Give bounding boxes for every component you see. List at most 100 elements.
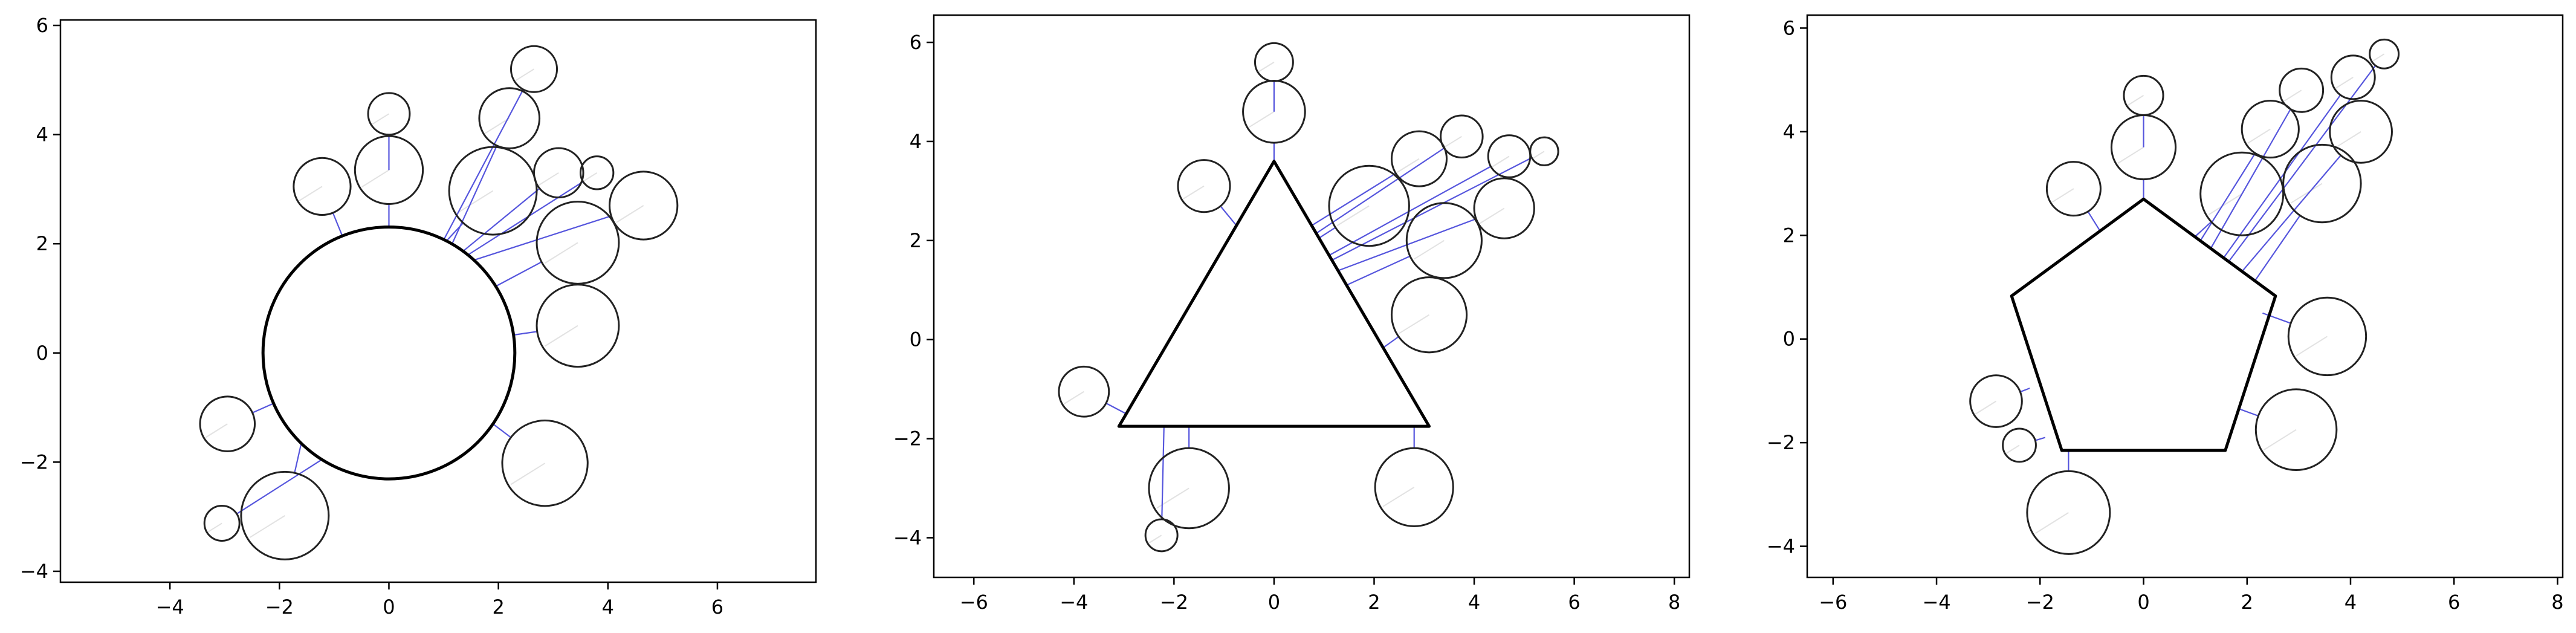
connector-line	[1220, 206, 1237, 226]
packed-circle	[2279, 67, 2325, 113]
packed-circle	[293, 157, 352, 216]
y-tick-label: −2	[20, 450, 48, 473]
guide-line	[1445, 135, 1462, 148]
packed-circle	[2369, 38, 2400, 70]
packed-circle	[448, 146, 538, 236]
packed-circle	[1144, 518, 1179, 553]
guide-line	[2051, 188, 2074, 203]
guide-line	[1183, 185, 1205, 200]
guide-line	[545, 242, 578, 264]
packed-circle	[609, 170, 679, 241]
guide-line	[299, 186, 323, 201]
packed-circle	[2199, 151, 2285, 236]
y-tick-label: 4	[1783, 120, 1795, 143]
x-tick-label: 8	[2551, 591, 2563, 614]
guide-line	[485, 117, 510, 134]
connector-line	[2228, 65, 2377, 262]
guide-line	[1399, 314, 1430, 334]
connector-line	[2199, 152, 2256, 241]
x-tick-label: −4	[1922, 591, 1950, 614]
packed-circle	[203, 504, 241, 542]
packed-circle	[1969, 374, 2023, 428]
connector-line	[495, 261, 542, 287]
connector-line	[2195, 221, 2212, 237]
packed-circle	[501, 420, 589, 507]
x-tick-label: 0	[383, 596, 395, 618]
guide-line	[1397, 158, 1420, 174]
packed-circle	[1390, 276, 1468, 354]
guide-line	[616, 205, 644, 223]
guide-line	[2296, 336, 2328, 357]
packed-circle	[1390, 130, 1448, 187]
guide-line	[2283, 89, 2302, 102]
x-tick-label: 2	[1368, 591, 1380, 614]
y-tick-label: 2	[910, 229, 922, 252]
packed-circle	[1405, 202, 1483, 279]
y-tick-label: 6	[1783, 16, 1795, 39]
packed-circle	[240, 470, 330, 560]
x-tick-label: 4	[602, 596, 614, 618]
x-tick-label: 2	[492, 596, 504, 618]
x-tick-label: −6	[1819, 591, 1847, 614]
plot-area	[1969, 38, 2400, 555]
guide-line	[205, 423, 228, 438]
guide-line	[1148, 534, 1162, 544]
guide-line	[545, 325, 578, 347]
connector-line	[1328, 166, 1492, 256]
x-tick-label: 4	[1468, 591, 1480, 614]
connector-line	[1311, 172, 1397, 227]
connector-line	[462, 187, 540, 252]
y-tick-label: 2	[36, 232, 48, 255]
packed-circle	[2254, 388, 2338, 471]
connector-line	[2241, 155, 2341, 272]
connector-line	[2034, 437, 2046, 441]
connector-line	[2020, 388, 2030, 393]
packed-circle	[2282, 143, 2362, 224]
y-tick-label: 6	[36, 14, 48, 37]
connector-line	[236, 458, 323, 515]
y-tick-label: 0	[910, 328, 922, 351]
subplot-triangle: −6 −4 −2 0 2 4 6 8 −4 −2 0 2 4 6	[893, 14, 1691, 614]
x-tick-label: 4	[2345, 591, 2357, 614]
guide-line	[1492, 155, 1510, 167]
central-triangle	[1117, 160, 1431, 428]
y-tick-label: −4	[20, 560, 48, 583]
packed-circle	[1058, 365, 1110, 418]
guide-line	[2335, 131, 2361, 148]
connector-line	[1316, 148, 1445, 234]
x-tick-label: 0	[1268, 591, 1280, 614]
guide-line	[2264, 429, 2297, 450]
packed-circle	[1374, 447, 1454, 527]
packed-circle	[2329, 99, 2393, 164]
guide-line	[539, 172, 559, 186]
packed-circle	[354, 135, 424, 205]
packed-circle	[1148, 447, 1230, 530]
connector-line	[1105, 402, 1127, 415]
guide-line	[2035, 512, 2069, 534]
connector-line	[445, 222, 464, 242]
packed-circle	[199, 395, 256, 452]
guide-line	[1249, 111, 1275, 128]
connector-line	[2210, 108, 2291, 249]
packed-circle	[1242, 79, 1306, 144]
connector-line	[2223, 94, 2341, 258]
guide-line	[1975, 400, 1997, 415]
y-tick-label: 4	[36, 123, 48, 146]
packed-circle	[1473, 177, 1535, 239]
packed-circle	[478, 87, 541, 149]
guide-line	[2290, 183, 2323, 204]
connector-line	[2239, 408, 2259, 417]
guide-line	[1336, 205, 1370, 227]
packed-circle	[1177, 159, 1231, 213]
packed-circle	[580, 155, 615, 190]
guide-line	[207, 522, 222, 533]
x-tick-label: −2	[265, 596, 294, 618]
guide-line	[1258, 61, 1275, 73]
guide-line	[1382, 487, 1415, 507]
connector-line	[1346, 255, 1411, 286]
subplot-pentagon: −6 −4 −2 0 2 4 6 8 −4 −2 0 2 4 6	[1767, 14, 2564, 614]
packed-circle	[2045, 161, 2102, 217]
connector-line	[513, 331, 537, 336]
x-tick-label: −4	[1060, 591, 1088, 614]
